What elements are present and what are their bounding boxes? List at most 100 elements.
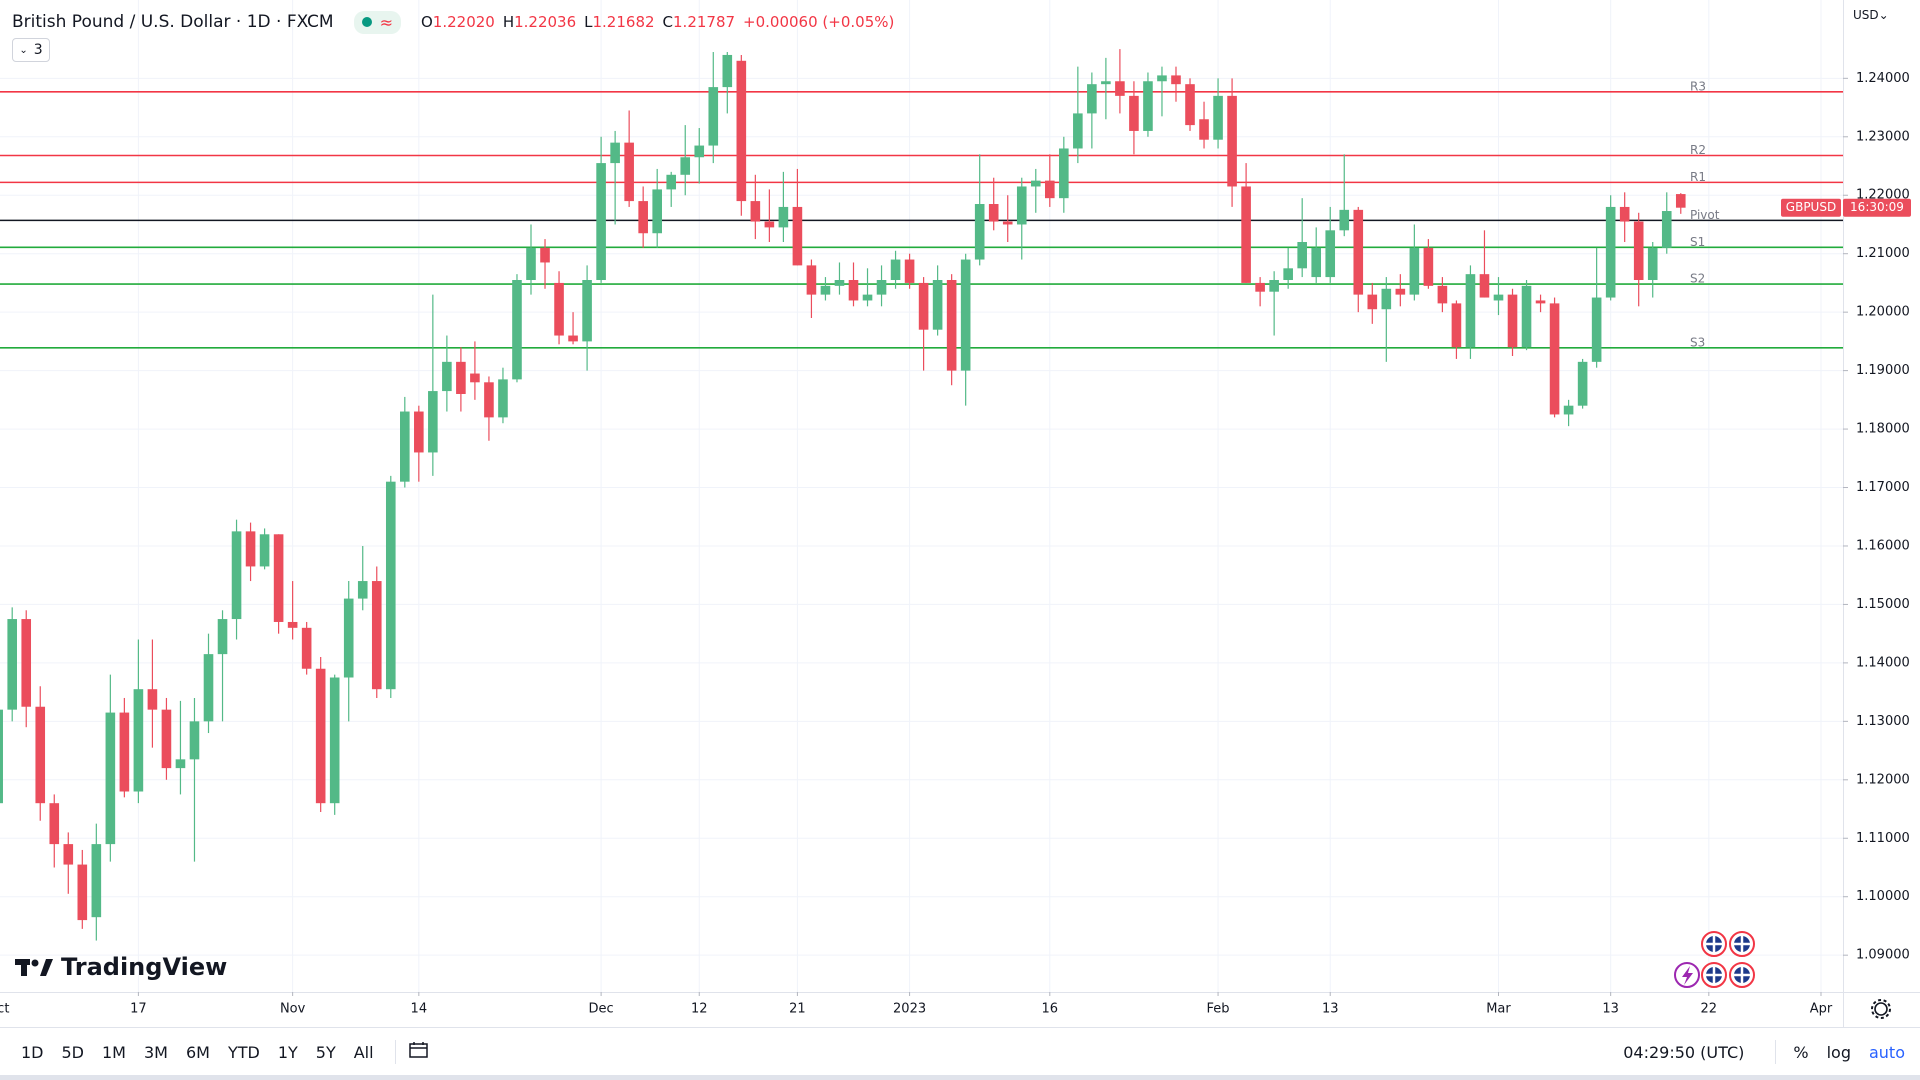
x-tick-label: 16 [1042,1002,1059,1017]
candle-body [792,206,803,266]
event-flag[interactable] [1729,962,1755,988]
x-tick-label: Mar [1486,1002,1511,1017]
candle-body [1633,221,1644,281]
label: L [584,13,593,31]
candle-body [1535,300,1546,304]
candle-body [7,619,17,710]
y-tick-label: 1.20000 [1856,305,1910,320]
currency[interactable]: USD⌄ [1853,8,1889,22]
settings-gear[interactable] [1871,999,1891,1019]
candle-body [217,619,228,655]
candle-body [1605,206,1616,298]
candles [0,49,1686,941]
candle-body [1073,113,1083,149]
candle-body [35,706,46,804]
logo: TradingView [15,953,227,981]
candle-body [1002,221,1013,225]
range-button[interactable]: 6M [185,1042,210,1062]
candle-body [273,534,284,622]
symbol-badge-text: GBPUSD [1786,200,1836,214]
y-tick-label: 1.09000 [1856,948,1910,963]
y-tick-label: 1.21000 [1856,246,1910,261]
percent-toggle[interactable]: % [1793,1042,1809,1062]
candle-body [1451,303,1462,348]
event-flag[interactable] [1729,931,1755,957]
candle-body [1241,186,1251,283]
candle-body [1143,81,1153,131]
candle-body [414,411,424,453]
x-tick-label: 22 [1701,1002,1718,1017]
grid [0,0,1843,992]
candle-body [0,709,3,804]
label: O [420,13,433,31]
indicator-count: 3 [33,42,43,58]
range-button[interactable]: 5Y [315,1042,336,1062]
value: 1.21787 [673,13,736,31]
x-tick-label: Nov [280,1002,306,1017]
candle-body [245,531,256,567]
candle-body [1199,119,1209,140]
candle-body [596,163,606,281]
candle-body [301,627,312,669]
candle-body [385,481,396,690]
candle-body [1311,247,1322,278]
range-button[interactable]: YTD [227,1042,260,1062]
change: +0.00060 (+0.05%) [743,13,895,31]
candle-body [1101,81,1111,85]
x-tick-label: Feb [1207,1002,1230,1017]
range-button[interactable]: 1D [21,1042,44,1062]
clock[interactable]: 04:29:50 (UTC) [1623,1042,1745,1062]
candle-body [540,247,550,263]
symbol-badge [1781,198,1841,217]
candle-body [974,204,985,260]
y-tick-label: 1.13000 [1856,714,1910,729]
ohlc-values: O1.22020 H1.22036 L1.21682 C1.21787 +0.0… [421,13,894,31]
range-button[interactable]: 1Y [277,1042,298,1062]
event-flag[interactable] [1701,962,1727,988]
label: C [662,13,674,31]
range-button[interactable]: 3M [143,1042,168,1062]
x-tick-label: 13 [1322,1002,1339,1017]
candle-body [357,581,368,599]
pivot-label: S1 [1690,235,1705,249]
logo-mark [15,959,53,976]
candle-body [988,204,999,222]
candle-body [666,174,677,190]
candle-body [63,844,74,865]
log-toggle[interactable]: log [1826,1042,1851,1062]
value: 1.22020 [432,13,495,31]
range-button[interactable]: All [353,1042,374,1062]
candle-body [1157,75,1167,82]
divider [394,1040,396,1064]
event-flag[interactable] [1701,931,1727,957]
range-button[interactable]: 1M [102,1042,126,1062]
candle-body [1213,95,1223,140]
candle-body [694,145,705,158]
candle-body [834,280,845,286]
candle-body [133,689,144,792]
candle-body [1016,186,1027,225]
chart: 1.09000 1.10000 1.11000 1.12000 1.13000 1.140… [0,0,1920,1027]
event-flag[interactable] [1674,962,1700,988]
status-pill[interactable]: ≈ [353,10,401,34]
y-tick-label: 1.16000 [1856,538,1910,553]
candle-body [750,201,761,222]
candle-body [1577,361,1588,406]
candle-body [428,391,438,453]
y-tick-label: 1.17000 [1856,480,1910,495]
candle-body [1059,148,1069,199]
range-button[interactable]: 5D [61,1042,85,1062]
indicator-toggle[interactable]: ⌄ 3 [12,38,50,62]
y-tick-label: 1.24000 [1856,71,1910,86]
candle-body [1437,285,1448,304]
auto-toggle[interactable]: auto [1868,1042,1905,1062]
x-tick-label: 17 [130,1002,147,1017]
candle-body [49,803,60,845]
date-range-button[interactable] [408,1041,430,1063]
y-tick-label: 1.14000 [1856,655,1910,670]
candle-body [442,361,452,392]
candle-body [946,280,957,371]
countdown-text: 16:30:09 [1850,200,1904,214]
candle-body [1563,405,1574,415]
